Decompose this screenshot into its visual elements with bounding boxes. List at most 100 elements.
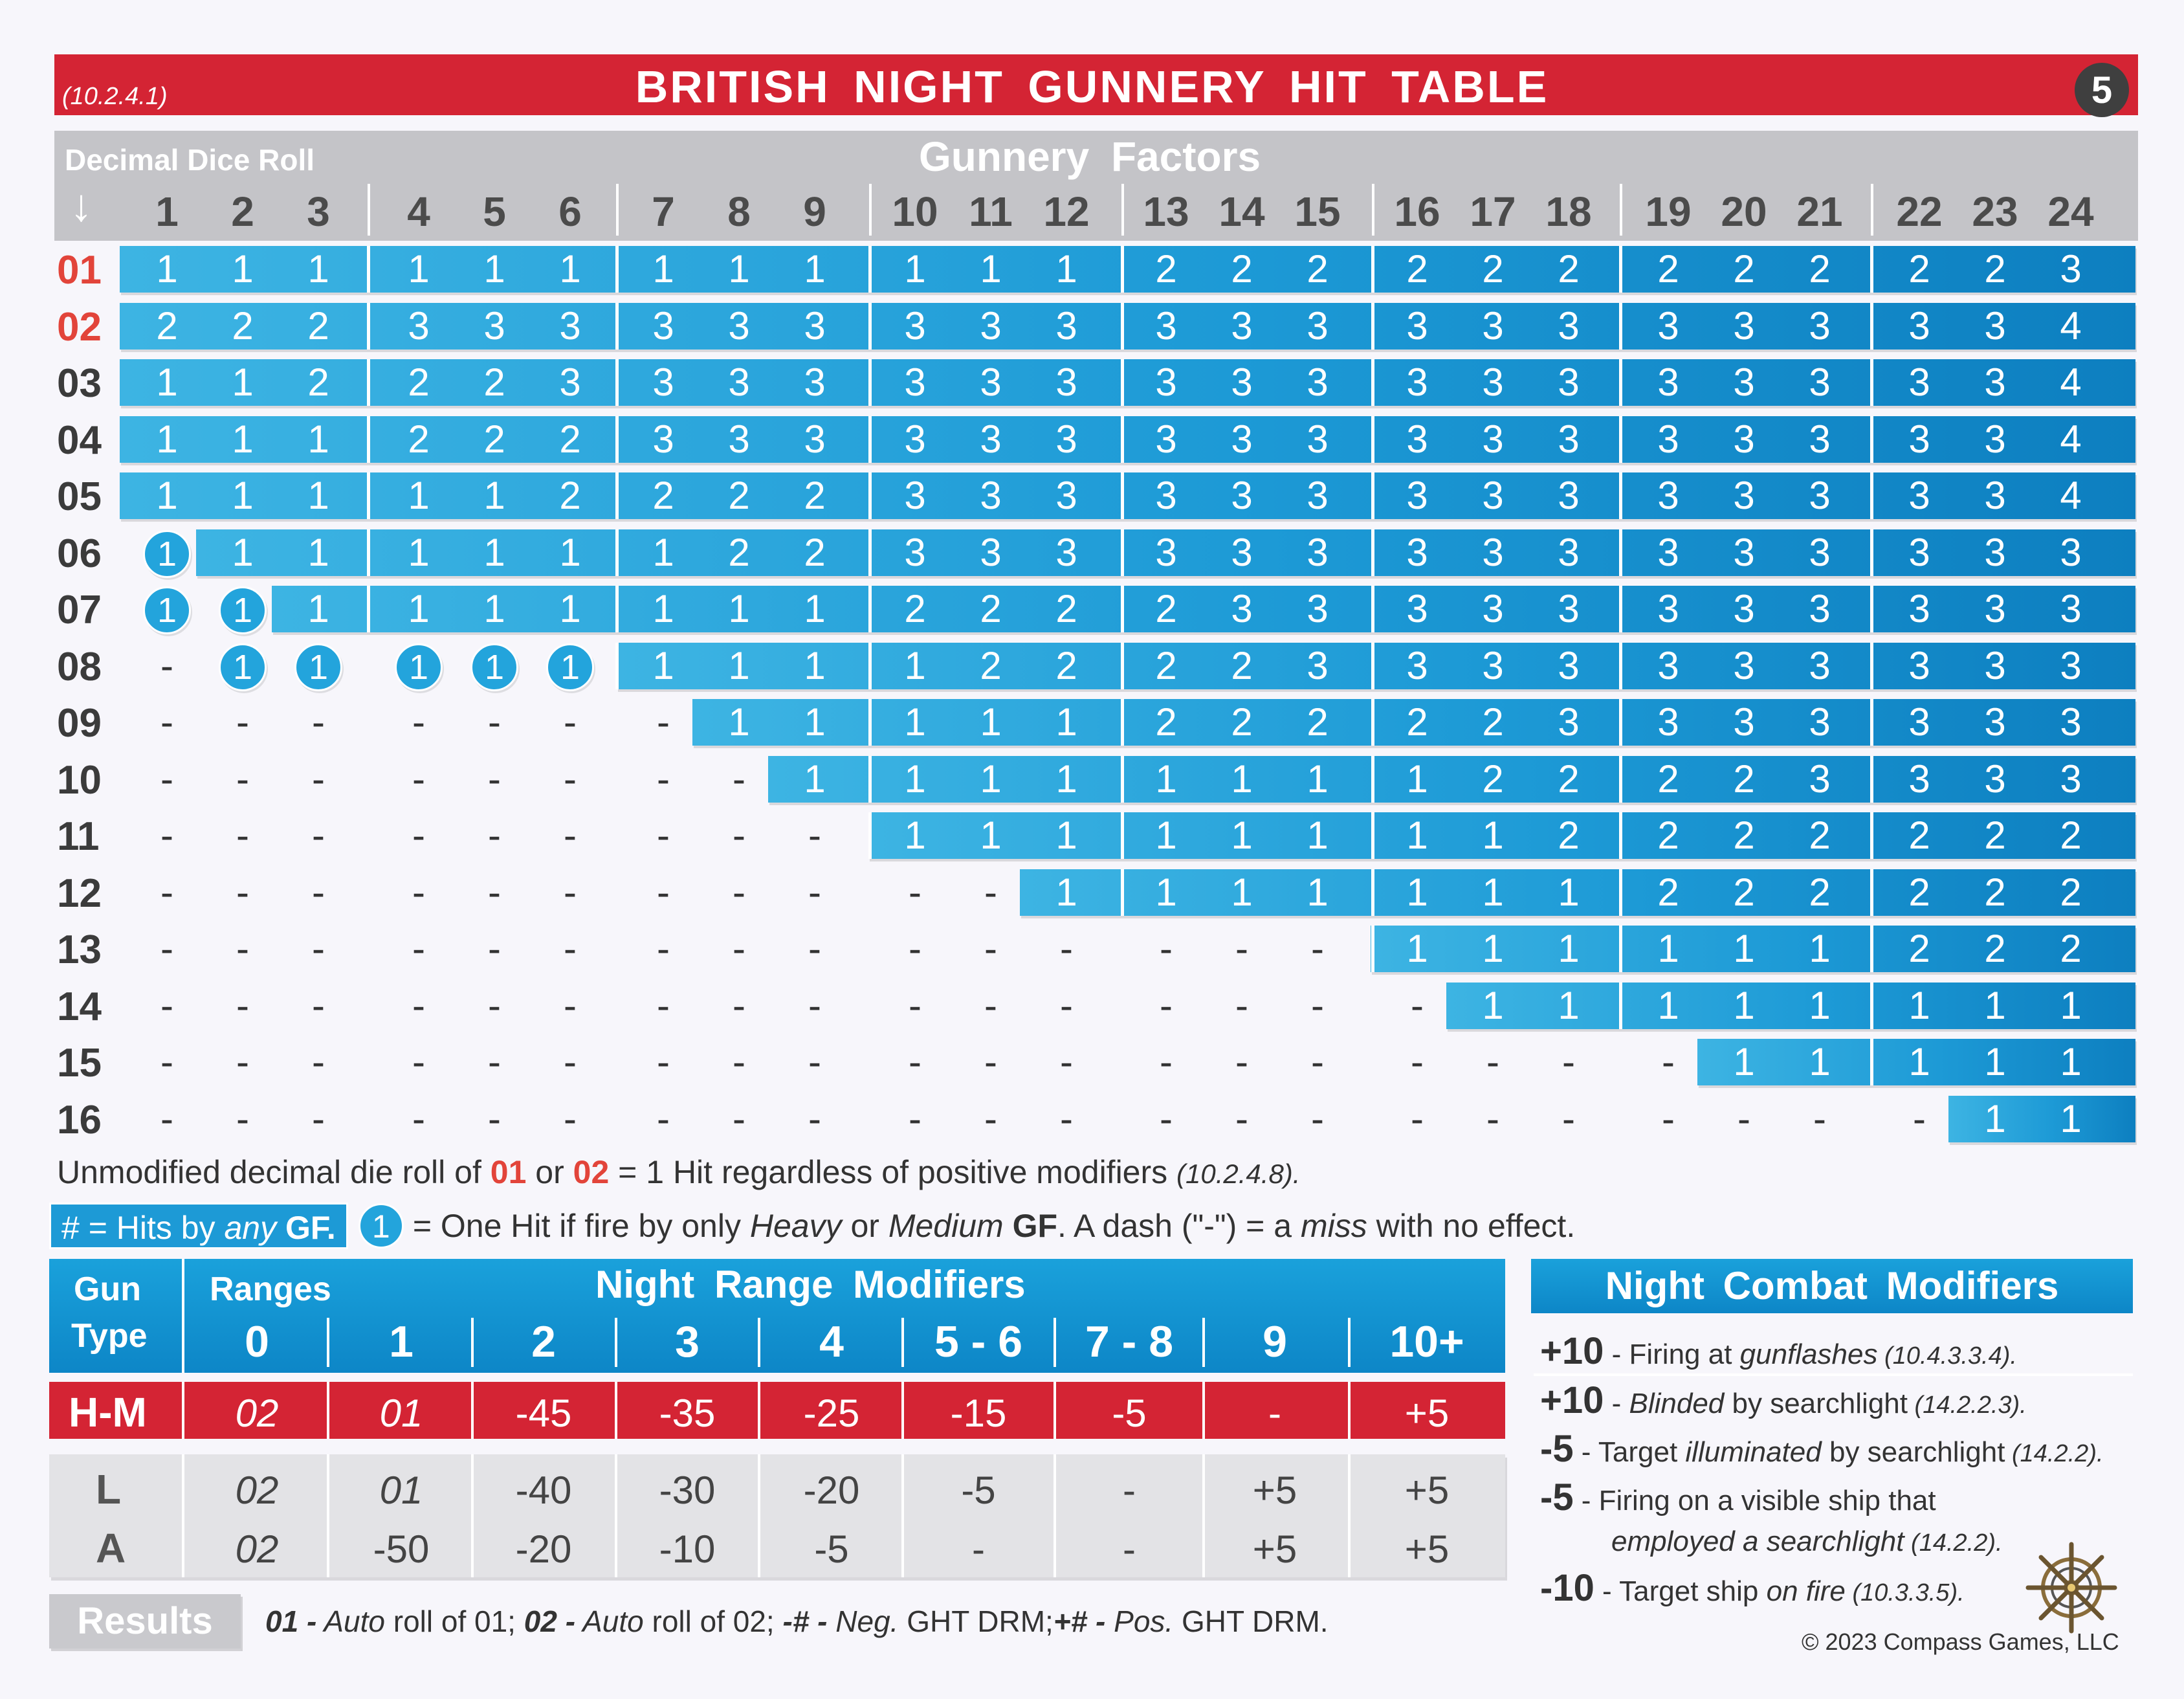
table-cell: 1	[652, 643, 674, 687]
table-cell: 1	[804, 700, 826, 744]
table-cell: -	[312, 1096, 325, 1140]
column-header: 7	[652, 188, 675, 235]
table-cell: -	[1486, 1040, 1499, 1083]
table-cell: 1	[483, 587, 505, 630]
table-cell: -	[160, 927, 173, 970]
table-cell: 3	[1406, 474, 1428, 517]
header-divider	[1871, 184, 1873, 236]
table-cell: 2	[1984, 814, 2006, 857]
row-roll-label: 12	[57, 871, 102, 916]
column-header: 23	[1972, 188, 2018, 235]
table-cell: -	[984, 927, 997, 970]
decimal-dice-roll-label: Decimal Dice Roll	[65, 143, 315, 177]
range-modifier-value: -	[1123, 1527, 1136, 1571]
group-divider	[868, 246, 872, 293]
table-cell: 3	[1231, 361, 1253, 404]
table-cell: 2	[1231, 643, 1253, 687]
circled-one-icon: 1	[546, 643, 594, 691]
range-divider	[901, 1454, 904, 1577]
header-divider	[1620, 184, 1622, 236]
table-cell: -	[564, 870, 577, 914]
gun-type-label: A	[96, 1525, 126, 1571]
table-cell: 3	[1657, 587, 1679, 630]
group-divider	[868, 812, 872, 859]
group-divider	[1619, 926, 1622, 972]
table-cell: 1	[156, 247, 178, 291]
group-divider	[1870, 472, 1873, 519]
circled-hit-cell: 1	[383, 643, 454, 691]
table-cell: -	[160, 1040, 173, 1083]
table-cell: -	[1235, 983, 1248, 1027]
table-cell: 3	[559, 304, 581, 348]
table-cell: 1	[307, 247, 329, 291]
group-divider	[615, 416, 619, 463]
table-cell: 3	[1558, 643, 1580, 687]
gunnery-factors-label: Gunnery Factors	[919, 133, 1261, 180]
table-cell: 3	[980, 417, 1002, 461]
table-cell: -	[733, 1096, 745, 1140]
table-cell: 1	[1406, 927, 1428, 970]
table-cell: 1	[232, 530, 254, 574]
table-cell: 1	[1733, 1040, 1755, 1083]
table-cell: 3	[1482, 304, 1504, 348]
table-cell: -	[236, 757, 249, 801]
table-cell: 3	[904, 474, 926, 517]
group-divider	[1870, 359, 1873, 406]
table-cell: 2	[156, 304, 178, 348]
row-roll-label: 01	[57, 248, 102, 293]
group-divider	[1619, 302, 1622, 350]
table-cell: 1	[1155, 814, 1177, 857]
table-cell: 1	[804, 757, 826, 801]
table-cell: 3	[1733, 587, 1755, 630]
hit-band	[1948, 1095, 2135, 1142]
table-cell: 1	[232, 417, 254, 461]
group-divider	[1870, 812, 1873, 859]
table-cell: 3	[1984, 417, 2006, 461]
page-title: BRITISH NIGHT GUNNERY HIT TABLE	[635, 61, 1549, 112]
rule-reference: (10.2.4.1)	[62, 83, 168, 110]
column-header: 17	[1470, 188, 1516, 235]
gun-type-label: H-M	[69, 1389, 147, 1436]
group-divider	[1870, 302, 1873, 350]
table-cell: -	[488, 700, 501, 744]
table-cell: 2	[1908, 927, 1930, 970]
table-cell: 2	[559, 417, 581, 461]
range-header: 9	[1263, 1317, 1287, 1366]
table-cell: -	[412, 1040, 425, 1083]
table-cell: 1	[483, 530, 505, 574]
table-cell: 3	[1657, 417, 1679, 461]
table-cell: 2	[1482, 757, 1504, 801]
range-divider	[615, 1382, 617, 1439]
range-modifier-value: -25	[803, 1392, 860, 1435]
group-divider	[1619, 472, 1622, 519]
table-cell: -	[1060, 1040, 1073, 1083]
legend: # = Hits by any GF. 1 = One Hit if fire …	[49, 1203, 1575, 1249]
table-cell: -	[160, 983, 173, 1027]
table-cell: 3	[1307, 417, 1329, 461]
legend-text: = One Hit if fire by only Heavy or Mediu…	[412, 1208, 1576, 1244]
table-cell: -	[808, 1096, 821, 1140]
combat-modifier-item: -10 - Target ship on fire (10.3.3.5).	[1540, 1567, 1965, 1609]
modifier-value: -5	[1540, 1428, 1574, 1470]
table-cell: 2	[307, 361, 329, 404]
column-header: 19	[1645, 188, 1692, 235]
group-divider	[868, 586, 872, 632]
hit-band	[1446, 982, 2135, 1029]
range-divider	[901, 1318, 904, 1367]
range-divider	[1348, 1382, 1351, 1439]
table-cell: -	[984, 983, 997, 1027]
table-cell: 3	[1482, 643, 1504, 687]
table-cell: 3	[652, 417, 674, 461]
results-button[interactable]: Results	[49, 1594, 241, 1649]
column-header: 8	[727, 188, 751, 235]
group-divider	[1371, 926, 1374, 972]
range-header: 5 - 6	[934, 1317, 1023, 1366]
row-roll-label: 11	[57, 814, 100, 859]
table-cell: 3	[1307, 587, 1329, 630]
table-cell: 3	[904, 304, 926, 348]
table-cell: -	[236, 983, 249, 1027]
range-divider	[758, 1382, 760, 1439]
range-modifier-value: 01	[379, 1392, 423, 1435]
table-cell: 3	[1231, 304, 1253, 348]
range-modifiers-header	[49, 1259, 1505, 1373]
